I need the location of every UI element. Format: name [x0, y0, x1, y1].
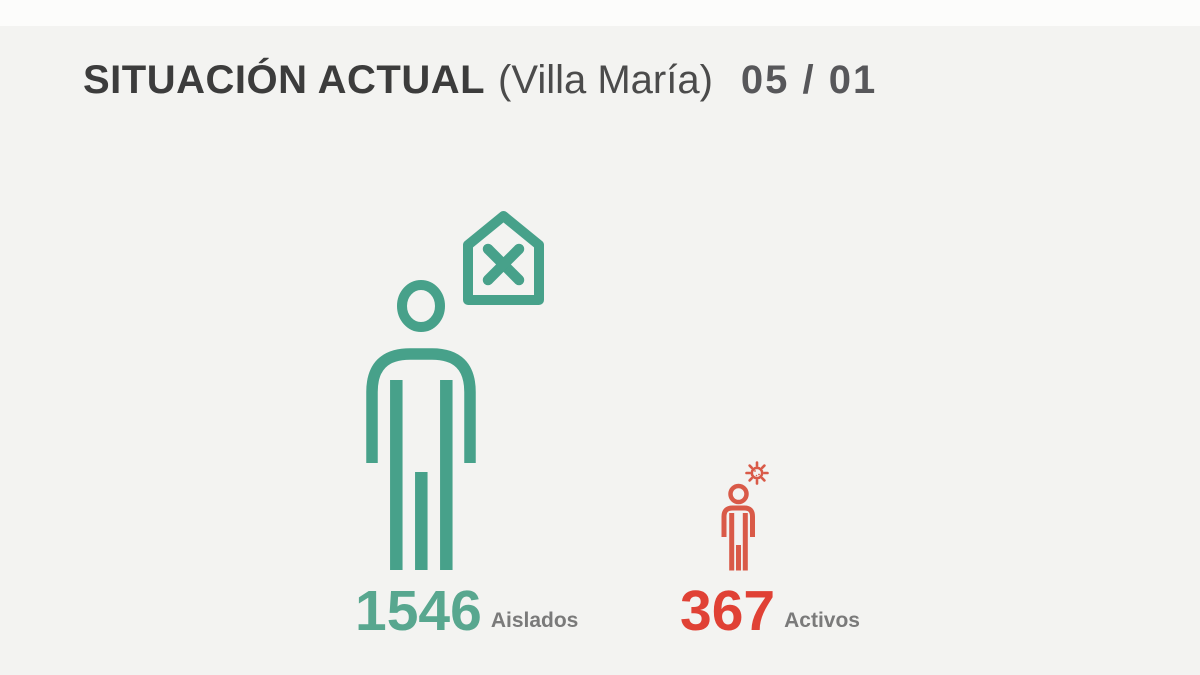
page-title: SITUACIÓN ACTUAL (Villa María) 05 / 01: [83, 58, 877, 103]
person-outline-icon: [366, 280, 476, 570]
activos-label: Activos: [784, 608, 860, 632]
isolated-person-house-x-icon: [366, 211, 544, 570]
house-with-x-icon: [463, 211, 544, 305]
aislados-label: Aislados: [490, 608, 579, 632]
stat-aislados: 1546 Aislados: [355, 579, 579, 643]
activos-value: 367: [680, 579, 776, 643]
title-location: (Villa María): [498, 58, 713, 102]
top-white-strip: [0, 0, 1200, 26]
stat-activos: 367 Activos: [680, 579, 860, 643]
aislados-value: 1546: [355, 579, 482, 643]
virus-icon: [745, 461, 769, 485]
title-date: 05 / 01: [740, 58, 878, 102]
title-main: SITUACIÓN ACTUAL: [83, 58, 486, 102]
active-person-virus-icon: [721, 461, 769, 571]
person-outline-icon: [721, 483, 755, 571]
